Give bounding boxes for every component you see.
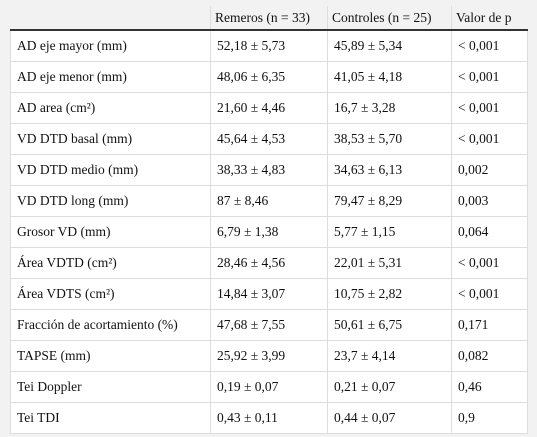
cell: 16,7 ± 3,28: [327, 92, 452, 124]
cell: 50,61 ± 6,75: [327, 309, 452, 341]
header-cell: Remeros (n = 33): [210, 6, 328, 31]
cell: 38,53 ± 5,70: [327, 123, 452, 155]
row-label: AD area (cm²): [10, 92, 211, 124]
data-table: Remeros (n = 33) Controles (n = 25) Valor …: [10, 6, 528, 434]
cell: < 0,001: [451, 247, 528, 279]
cell: 14,84 ± 3,07: [210, 278, 328, 310]
row-label: Fracción de acortamiento (%): [10, 309, 211, 341]
row-label: Área VDTS (cm²): [10, 278, 211, 310]
table-row: Grosor VD (mm) 6,79 ± 1,38 5,77 ± 1,15 0,06…: [10, 216, 528, 248]
row-label: AD eje mayor (mm): [10, 29, 211, 62]
row-label: AD eje menor (mm): [10, 61, 211, 93]
cell: 41,05 ± 4,18: [327, 61, 452, 93]
row-label: VD DTD long (mm): [10, 185, 211, 217]
table-row: Tei TDI 0,43 ± 0,11 0,44 ± 0,07 0,9: [10, 402, 528, 434]
row-label: VD DTD medio (mm): [10, 154, 211, 186]
cell: 0,003: [451, 185, 528, 217]
cell: 0,064: [451, 216, 528, 248]
cell: 38,33 ± 4,83: [210, 154, 328, 186]
table-row: TAPSE (mm) 25,92 ± 3,99 23,7 ± 4,14 0,082: [10, 340, 528, 372]
cell: < 0,001: [451, 61, 528, 93]
cell: 0,19 ± 0,07: [210, 371, 328, 403]
cell: 0,46: [451, 371, 528, 403]
row-label: Área VDTD (cm²): [10, 247, 211, 279]
cell: 0,002: [451, 154, 528, 186]
table-row: Tei Doppler 0,19 ± 0,07 0,21 ± 0,07 0,46: [10, 371, 528, 403]
table-row: VD DTD long (mm) 87 ± 8,46 79,47 ± 8,29 0,0…: [10, 185, 528, 217]
table-row: VD DTD basal (mm) 45,64 ± 4,53 38,53 ± 5,7…: [10, 123, 528, 155]
cell: 6,79 ± 1,38: [210, 216, 328, 248]
cell: < 0,001: [451, 278, 528, 310]
header-row: Remeros (n = 33) Controles (n = 25) Valor …: [10, 6, 528, 31]
cell: 22,01 ± 5,31: [327, 247, 452, 279]
table-row: Fracción de acortamiento (%) 47,68 ± 7,55…: [10, 309, 528, 341]
row-label: TAPSE (mm): [10, 340, 211, 372]
cell: 0,082: [451, 340, 528, 372]
cell: < 0,001: [451, 123, 528, 155]
cell: 52,18 ± 5,73: [210, 29, 328, 62]
cell: 45,89 ± 5,34: [327, 29, 452, 62]
header-cell: Valor de p: [451, 6, 528, 31]
table-row: Área VDTD (cm²) 28,46 ± 4,56 22,01 ± 5,31 <…: [10, 247, 528, 279]
cell: 0,43 ± 0,11: [210, 402, 328, 434]
header-cell: [10, 6, 211, 31]
cell: 5,77 ± 1,15: [327, 216, 452, 248]
cell: 0,171: [451, 309, 528, 341]
table-row: VD DTD medio (mm) 38,33 ± 4,83 34,63 ± 6,1…: [10, 154, 528, 186]
cell: 25,92 ± 3,99: [210, 340, 328, 372]
cell: 34,63 ± 6,13: [327, 154, 452, 186]
row-label: Grosor VD (mm): [10, 216, 211, 248]
row-label: Tei Doppler: [10, 371, 211, 403]
row-label: VD DTD basal (mm): [10, 123, 211, 155]
cell: 87 ± 8,46: [210, 185, 328, 217]
table-row: AD eje mayor (mm) 52,18 ± 5,73 45,89 ± 5,3…: [10, 29, 528, 62]
table-row: AD area (cm²) 21,60 ± 4,46 16,7 ± 3,28 < 0,…: [10, 92, 528, 124]
cell: 28,46 ± 4,56: [210, 247, 328, 279]
cell: 23,7 ± 4,14: [327, 340, 452, 372]
cell: 79,47 ± 8,29: [327, 185, 452, 217]
header-cell: Controles (n = 25): [327, 6, 452, 31]
cell: 48,06 ± 6,35: [210, 61, 328, 93]
cell: 0,21 ± 0,07: [327, 371, 452, 403]
table-container: Remeros (n = 33) Controles (n = 25) Valor …: [10, 6, 528, 434]
cell: 21,60 ± 4,46: [210, 92, 328, 124]
cell: 47,68 ± 7,55: [210, 309, 328, 341]
cell: 10,75 ± 2,82: [327, 278, 452, 310]
cell: 45,64 ± 4,53: [210, 123, 328, 155]
table-body: AD eje mayor (mm) 52,18 ± 5,73 45,89 ± 5,3…: [10, 29, 528, 434]
cell: < 0,001: [451, 92, 528, 124]
table-row: Área VDTS (cm²) 14,84 ± 3,07 10,75 ± 2,82 <…: [10, 278, 528, 310]
cell: 0,9: [451, 402, 528, 434]
cell: 0,44 ± 0,07: [327, 402, 452, 434]
cell: < 0,001: [451, 29, 528, 62]
table-row: AD eje menor (mm) 48,06 ± 6,35 41,05 ± 4,1…: [10, 61, 528, 93]
row-label: Tei TDI: [10, 402, 211, 434]
